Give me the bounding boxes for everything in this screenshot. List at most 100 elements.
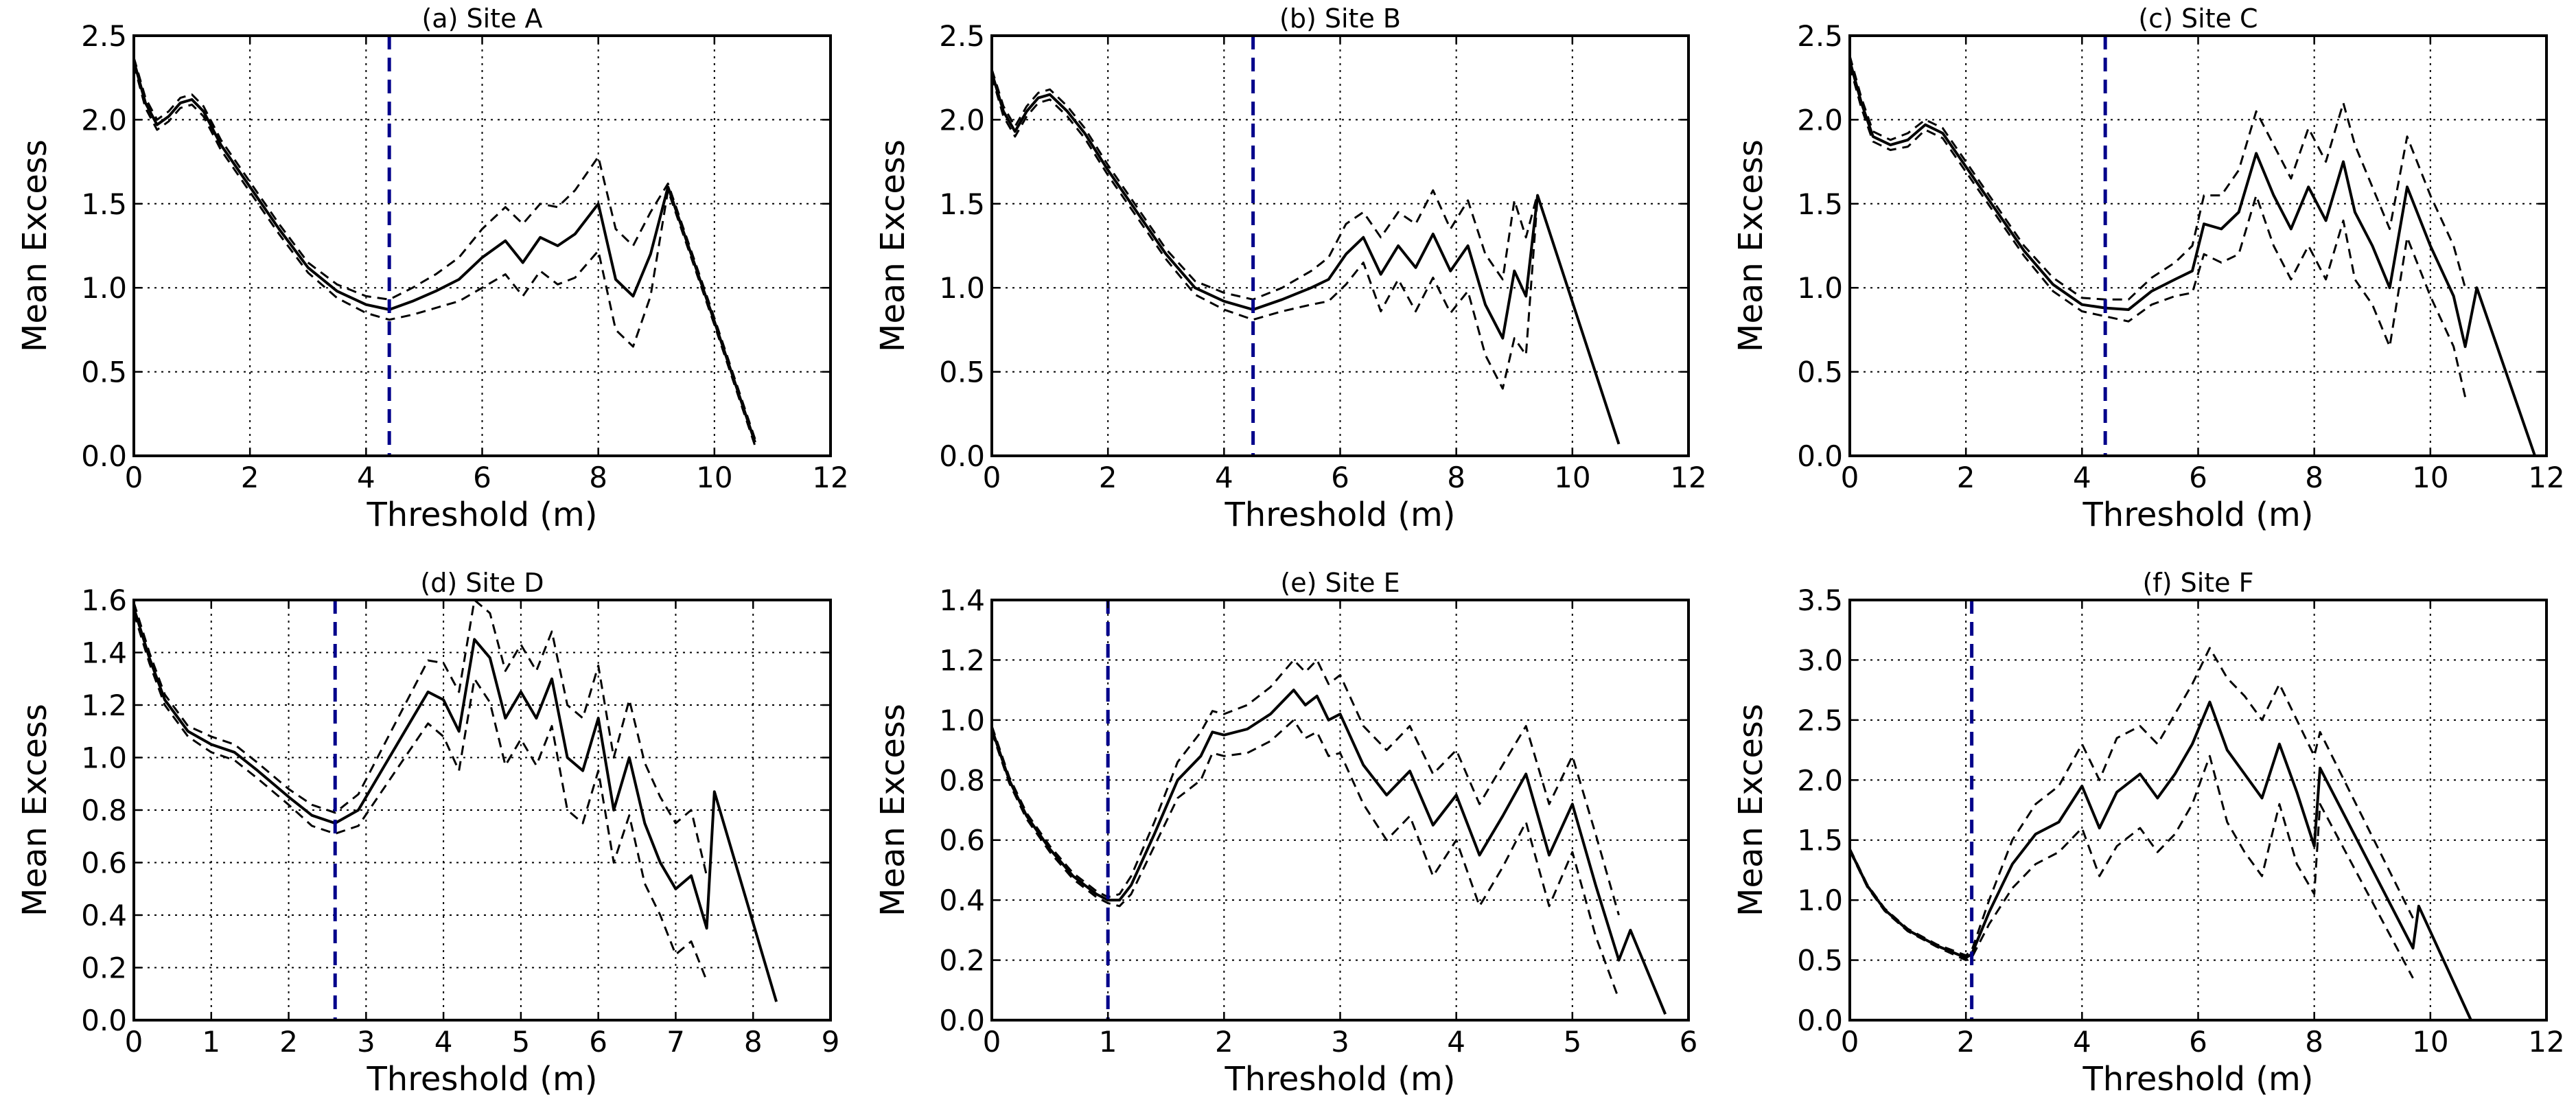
lower-ci-line — [132, 612, 708, 982]
panel-title: (d) Site D — [420, 568, 544, 598]
x-tick-label: 8 — [589, 461, 607, 494]
y-axis-label: Mean Excess — [1732, 704, 1770, 916]
x-tick-label: 6 — [2189, 461, 2207, 494]
upper-ci-line — [1848, 56, 2467, 301]
x-tick-label: 2 — [1099, 461, 1117, 494]
y-tick-label: 1.0 — [939, 704, 985, 737]
y-axis-label: Mean Excess — [1732, 139, 1770, 352]
mean-excess-line — [990, 689, 1667, 1015]
mean-excess-line — [1848, 700, 2472, 1021]
y-tick-label: 1.0 — [939, 271, 985, 305]
x-tick-label: 8 — [2305, 461, 2323, 494]
y-tick-label: 2.0 — [81, 103, 127, 137]
y-tick-label: 1.4 — [81, 636, 127, 670]
x-tick-label: 7 — [666, 1025, 685, 1059]
y-tick-label: 0.4 — [81, 899, 127, 932]
x-axis-label: Threshold (m) — [366, 1060, 597, 1098]
x-tick-label: 8 — [744, 1025, 763, 1059]
y-tick-label: 2.5 — [1797, 704, 1843, 737]
x-axis-label: Threshold (m) — [2082, 496, 2313, 534]
x-tick-label: 2 — [1957, 1025, 1975, 1059]
x-tick-label: 2 — [1215, 1025, 1233, 1059]
x-tick-label: 3 — [1331, 1025, 1349, 1059]
mean-excess-line — [1848, 60, 2536, 457]
x-tick-label: 1 — [202, 1025, 220, 1059]
y-tick-label: 0.6 — [939, 824, 985, 857]
y-tick-label: 1.0 — [81, 271, 127, 305]
y-tick-label: 0.0 — [81, 1004, 127, 1037]
panel-title: (c) Site C — [2138, 3, 2258, 34]
x-tick-label: 6 — [589, 1025, 607, 1059]
x-tick-label: 4 — [357, 461, 375, 494]
lower-ci-line — [1848, 754, 2414, 979]
upper-ci-line — [132, 57, 756, 439]
x-tick-label: 2 — [279, 1025, 298, 1059]
y-tick-label: 0.0 — [939, 1004, 985, 1037]
y-tick-label: 0.0 — [939, 439, 985, 473]
y-tick-label: 1.2 — [939, 643, 985, 677]
y-axis-label: Mean Excess — [874, 704, 912, 916]
x-tick-label: 0 — [125, 1025, 143, 1059]
panel-2: 0 2 4 6 8 10 12 0.0 0.5 1.0 1.5 2.0 2.5 (b) Site B Thr… — [874, 3, 1707, 534]
x-tick-label: 8 — [2305, 1025, 2323, 1059]
y-tick-label: 0.5 — [939, 356, 985, 389]
x-tick-label: 10 — [1554, 461, 1590, 494]
panel-5: 0 1 2 3 4 5 6 0.0 0.2 0.4 0.6 0.8 1.0 1.2 1.4 (e) Site … — [874, 568, 1697, 1098]
x-tick-label: 1 — [1099, 1025, 1117, 1059]
y-tick-label: 0.8 — [939, 763, 985, 797]
x-axis-label: Threshold (m) — [2082, 1060, 2313, 1098]
x-tick-label: 5 — [1563, 1025, 1581, 1059]
x-tick-label: 4 — [1215, 461, 1233, 494]
x-tick-label: 12 — [1670, 461, 1706, 494]
x-tick-label: 2 — [241, 461, 259, 494]
x-tick-label: 12 — [2528, 1025, 2564, 1059]
y-tick-label: 0.6 — [81, 846, 127, 880]
x-tick-label: 3 — [357, 1025, 375, 1059]
y-tick-label: 0.2 — [81, 951, 127, 985]
panel-1: 0 2 4 6 8 10 12 0.0 0.5 1.0 1.5 2.0 2.5 (a) Site A Thr… — [16, 3, 849, 534]
y-tick-label: 0.2 — [939, 944, 985, 978]
y-tick-label: 1.5 — [939, 187, 985, 221]
y-tick-label: 1.5 — [1797, 824, 1843, 857]
x-tick-label: 12 — [812, 461, 848, 494]
x-axis-label: Threshold (m) — [1224, 1060, 1455, 1098]
y-axis-label: Mean Excess — [16, 704, 54, 916]
lower-ci-line — [132, 64, 756, 446]
x-tick-label: 6 — [1680, 1025, 1698, 1059]
y-tick-label: 1.0 — [1797, 271, 1843, 305]
mean-excess-line — [132, 60, 756, 443]
x-tick-label: 6 — [2189, 1025, 2207, 1059]
y-tick-label: 2.0 — [1797, 103, 1843, 137]
x-tick-label: 6 — [473, 461, 491, 494]
x-tick-label: 2 — [1957, 461, 1975, 494]
y-tick-label: 2.5 — [1797, 19, 1843, 53]
x-tick-label: 5 — [512, 1025, 531, 1059]
upper-ci-line — [1848, 647, 2414, 957]
y-tick-label: 0.5 — [1797, 356, 1843, 389]
y-tick-label: 1.2 — [81, 689, 127, 722]
panel-3: 0 2 4 6 8 10 12 0.0 0.5 1.0 1.5 2.0 2.5 (c) Site C Thr… — [1732, 3, 2565, 534]
upper-ci-line — [132, 599, 708, 876]
upper-ci-line — [990, 69, 1539, 301]
lower-ci-line — [990, 76, 1539, 390]
panel-title: (b) Site B — [1279, 3, 1401, 34]
x-tick-label: 12 — [2528, 461, 2564, 494]
x-tick-label: 4 — [1447, 1025, 1465, 1059]
y-tick-label: 3.0 — [1797, 643, 1843, 677]
y-tick-label: 1.4 — [939, 584, 985, 617]
y-tick-label: 0.0 — [1797, 439, 1843, 473]
panel-title: (e) Site E — [1280, 568, 1400, 598]
x-tick-label: 0 — [983, 1025, 1001, 1059]
lower-ci-line — [1848, 65, 2467, 397]
y-tick-label: 3.5 — [1797, 584, 1843, 617]
mean-excess-line — [990, 72, 1621, 445]
y-axis-label: Mean Excess — [874, 139, 912, 352]
y-tick-label: 0.5 — [1797, 944, 1843, 978]
y-tick-label: 0.4 — [939, 884, 985, 917]
x-tick-label: 0 — [1841, 461, 1859, 494]
y-tick-label: 1.0 — [1797, 884, 1843, 917]
x-tick-label: 0 — [1841, 1025, 1859, 1059]
panel-title: (a) Site A — [421, 3, 542, 34]
x-tick-label: 9 — [822, 1025, 840, 1059]
